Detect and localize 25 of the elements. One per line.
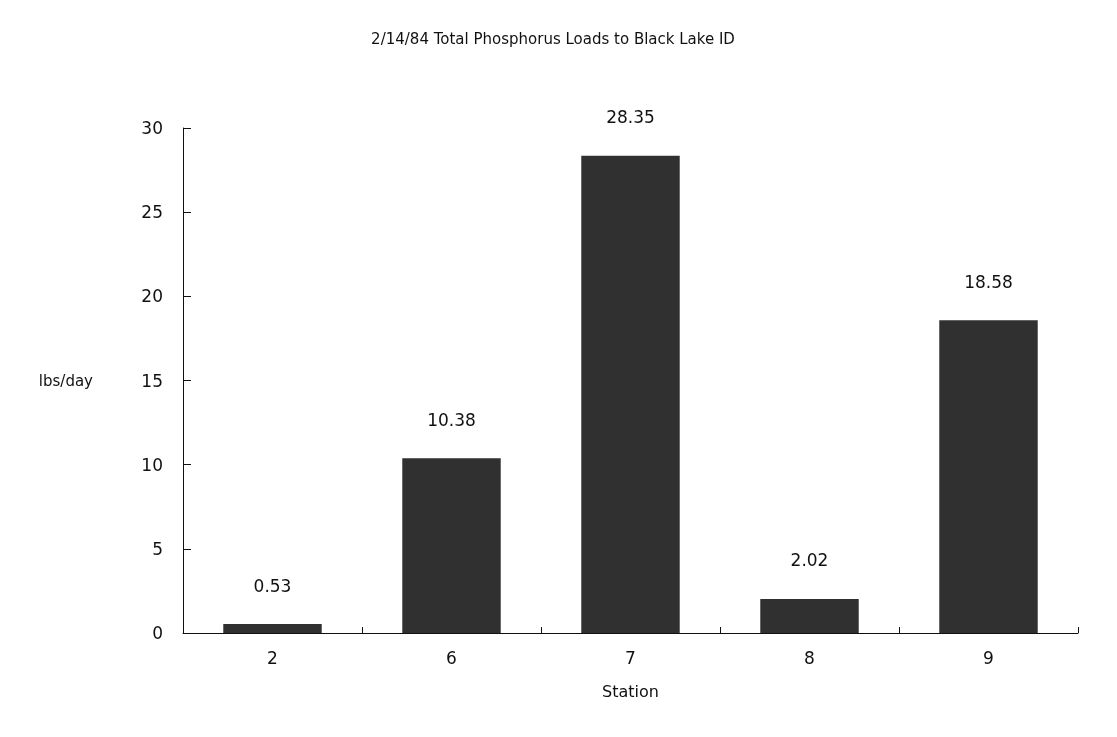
y-tick-label: 20 <box>141 286 163 307</box>
bar <box>223 624 322 633</box>
x-tick-label: 9 <box>983 647 994 668</box>
data-label: 0.53 <box>253 575 292 596</box>
y-tick-label: 5 <box>152 538 163 559</box>
x-tick-label: 6 <box>446 647 457 668</box>
x-tick-label: 8 <box>804 647 815 668</box>
data-label: 10.38 <box>427 409 476 430</box>
bar <box>402 458 501 633</box>
data-label: 18.58 <box>964 271 1013 292</box>
bar <box>581 155 680 633</box>
data-label: 2.02 <box>790 550 829 571</box>
bar <box>760 599 859 633</box>
x-tick-label: 2 <box>267 647 278 668</box>
y-tick-label: 0 <box>152 623 163 643</box>
data-label: 28.35 <box>606 107 655 128</box>
y-tick-label: 10 <box>141 454 163 475</box>
x-axis-title: Station <box>602 681 659 701</box>
bar <box>939 320 1038 633</box>
y-tick-label: 30 <box>141 118 163 138</box>
chart-title: 2/14/84 Total Phosphorus Loads to Black Lake ID <box>371 29 735 48</box>
y-axis-title: lbs/day <box>38 371 94 390</box>
x-tick-label: 7 <box>625 647 636 668</box>
y-tick-label: 15 <box>141 370 163 391</box>
y-tick-label: 25 <box>141 202 163 223</box>
